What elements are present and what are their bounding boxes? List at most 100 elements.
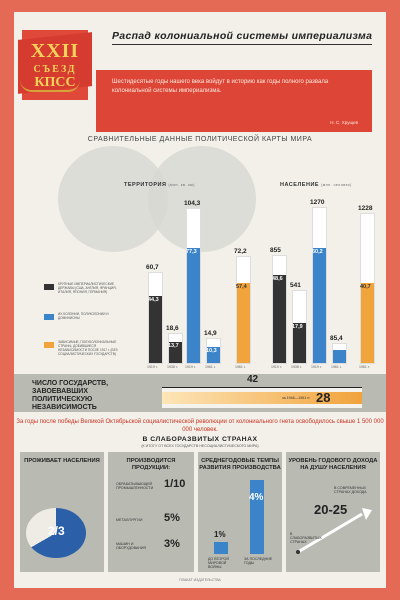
income-note: В СЛАБОРАЗВИТЫХ СТРАНАХ: [290, 532, 322, 545]
independence-recent-note: за 1946—1961 гг.: [282, 396, 311, 400]
panel-production: ПРОИЗВОДИТСЯ ПРОДУКЦИИ:: [108, 452, 194, 572]
bar-top-value: 18,6: [166, 325, 179, 332]
population-pie: [26, 508, 86, 558]
bar-year-label: 1961 г.: [331, 365, 342, 369]
income-sub: В СОВРЕМЕННЫХ СТРАНАХ ДОХОДА: [334, 486, 367, 495]
section-title: В СЛАБОРАЗВИТЫХ СТРАНАХ: [142, 436, 258, 443]
growth-value-recent: 4%: [249, 492, 264, 503]
panel-growth-title: СРЕДНЕГОДОВЫЕ ТЕМПЫ РАЗВИТИЯ ПРОИЗВОДСТВ…: [199, 458, 281, 471]
income-value: 20-25: [314, 502, 348, 517]
bar-mid-value: 17,9: [292, 324, 303, 330]
bar-segment: [293, 323, 306, 363]
panel-income-title: УРОВЕНЬ ГОДОВОГО ДОХОДА НА ДУШУ НАСЕЛЕНИ…: [288, 458, 378, 471]
bar-column: [186, 208, 201, 364]
bar-top-value: 104,3: [184, 200, 201, 207]
title-underline: [112, 44, 372, 45]
bar-mid-value: 48,6: [272, 276, 283, 282]
territory-label: ТЕРРИТОРИЯ (млн. кв. км): [124, 182, 195, 188]
quote-text: Шестидесятые годы нашего века войдут в и…: [112, 79, 329, 94]
poster: XXII СЪЕЗД КПСС Распад колониальной сист…: [14, 12, 386, 588]
independence-brace: [162, 387, 362, 390]
poster-footer: ПЛАКАТ ИЗДАТЕЛЬСТВА: [179, 578, 221, 582]
independence-bar-fill: [162, 392, 362, 404]
production-row2-value: 5%: [164, 512, 180, 524]
bar-top-value: 85,4: [330, 335, 343, 342]
bar-mid-value: 77,3: [186, 249, 197, 255]
population-label: НАСЕЛЕНИЕ (млн. человек): [280, 182, 352, 188]
independence-total: 42: [247, 374, 259, 385]
bar-year-label: 1919 г.: [147, 365, 158, 369]
bar-year-label: 1938 г.: [291, 365, 302, 369]
bar-segment: [361, 283, 374, 363]
legend-text-imperial: КРУПНЫЕ ИМПЕРИАЛИСТИЧЕСКИЕ ДЕРЖАВЫ (США,…: [58, 282, 117, 294]
bar-mid-value: 13,7: [168, 343, 179, 349]
panel-growth: СРЕДНЕГОДОВЫЕ ТЕМПЫ РАЗВИТИЯ ПРОИЗВОДСТВ…: [198, 452, 282, 572]
bar-year-label: 1938 г.: [167, 365, 178, 369]
bar-column: [236, 256, 251, 364]
bar-segment: [273, 275, 286, 363]
section-subtitle: (К ИТОГУ ОТ ВСЕХ ГОСУДАРСТВ НЕСОЦИАЛИСТИ…: [141, 444, 259, 448]
panel-population-title: ПРОЖИВАЕТ НАСЕЛЕНИЯ: [24, 458, 100, 464]
quote-box: Шестидесятые годы нашего века войдут в и…: [96, 70, 372, 132]
laurel-icon: [20, 80, 80, 92]
bar-year-label: 1961 г.: [235, 365, 246, 369]
bar-top-value: 541: [290, 282, 301, 289]
bar-year-label: 1919 г.: [185, 365, 196, 369]
production-row3-value: 3%: [164, 538, 180, 550]
bar-column: [148, 272, 163, 364]
bar-segment: [187, 248, 200, 363]
badge-line2: СЪЕЗД: [33, 64, 77, 75]
legend-swatch-imperial: [44, 284, 54, 290]
bar-column: [312, 207, 327, 364]
bar-column: [360, 213, 375, 364]
bar-column: [292, 290, 307, 364]
bar-mid-value: 60,2: [312, 249, 323, 255]
legend-swatch-colonies: [44, 314, 54, 320]
bar-segment: [207, 347, 220, 363]
bar-segment: [169, 342, 182, 363]
production-row1-value: 1/10: [164, 478, 186, 490]
bar-segment: [313, 248, 326, 363]
bar-segment: [237, 283, 250, 363]
bar-year-label: 1919 г.: [311, 365, 322, 369]
bar-top-value: 60,7: [146, 264, 159, 271]
bar-top-value: 1270: [310, 199, 325, 206]
bar-top-value: 14,9: [204, 330, 217, 337]
liberation-statement: За годы после победы Великой Октябрьской…: [16, 419, 384, 433]
bar-segment: [333, 350, 346, 363]
panel-production-title: ПРОИЗВОДИТСЯ ПРОДУКЦИИ:: [126, 458, 176, 471]
bar-year-label: 1961 г.: [205, 365, 216, 369]
bar-top-value: 855: [270, 247, 281, 254]
bar-column: [332, 343, 347, 364]
bar-mid-value: 44,3: [148, 297, 159, 303]
growth-value-before: 1%: [214, 530, 226, 539]
bar-mid-value: 57,4: [236, 284, 247, 290]
bar-column: [206, 338, 221, 364]
bar-year-label: 1919 г.: [271, 365, 282, 369]
map-section-title: СРАВНИТЕЛЬНЫЕ ДАННЫЕ ПОЛИТИЧЕСКОЙ КАРТЫ …: [87, 136, 313, 143]
population-pie-value: 2/3: [48, 524, 65, 538]
bar-mid-value: 10,3: [206, 348, 217, 354]
badge-line1: XXII: [30, 40, 80, 62]
independence-recent: 28: [316, 390, 331, 405]
growth-bar-recent: [250, 480, 264, 554]
production-row1-label: ОБРАБАТЫВАЮЩЕЙ ПРОМЫШЛЕННОСТИ: [116, 482, 154, 491]
legend-text-colonies: ИХ КОЛОНИИ, ПОЛУКОЛОНИИ И ДОМИНИОНЫ: [58, 312, 109, 320]
quote-author: Н. С. Хрущев: [330, 120, 358, 125]
poster-title: Распад колониальной системы империализма: [112, 30, 373, 42]
production-row3-label: МАШИН И ОБОРУДОВАНИЯ: [116, 542, 147, 551]
legend-text-independent: ЗАВИСИМЫЕ, ПОЛУКОЛОНИАЛЬНЫЕ СТРАНЫ, ДОБИ…: [58, 340, 118, 356]
bar-top-value: 72,2: [234, 248, 247, 255]
globe-east-icon: [148, 146, 256, 252]
bar-segment: [149, 296, 162, 363]
growth-bar-before: [214, 542, 228, 554]
growth-label-recent: ЗА ПОСЛЕДНИЕ ГОДЫ: [244, 557, 273, 566]
income-arrow-icon: [296, 508, 372, 554]
production-row2-label: МЕТАЛЛУРГИИ: [116, 518, 143, 522]
bar-column: [272, 255, 287, 364]
bar-mid-value: 40,7: [360, 284, 371, 290]
growth-label-before: ДО ВТОРОЙ МИРОВОЙ ВОЙНЫ: [208, 557, 229, 570]
bar-column: [168, 333, 183, 364]
independence-label: ЧИСЛО ГОСУДАРСТВ, ЗАВОЕВАВШИХ ПОЛИТИЧЕСК…: [32, 380, 109, 411]
bar-year-label: 1961 г.: [359, 365, 370, 369]
